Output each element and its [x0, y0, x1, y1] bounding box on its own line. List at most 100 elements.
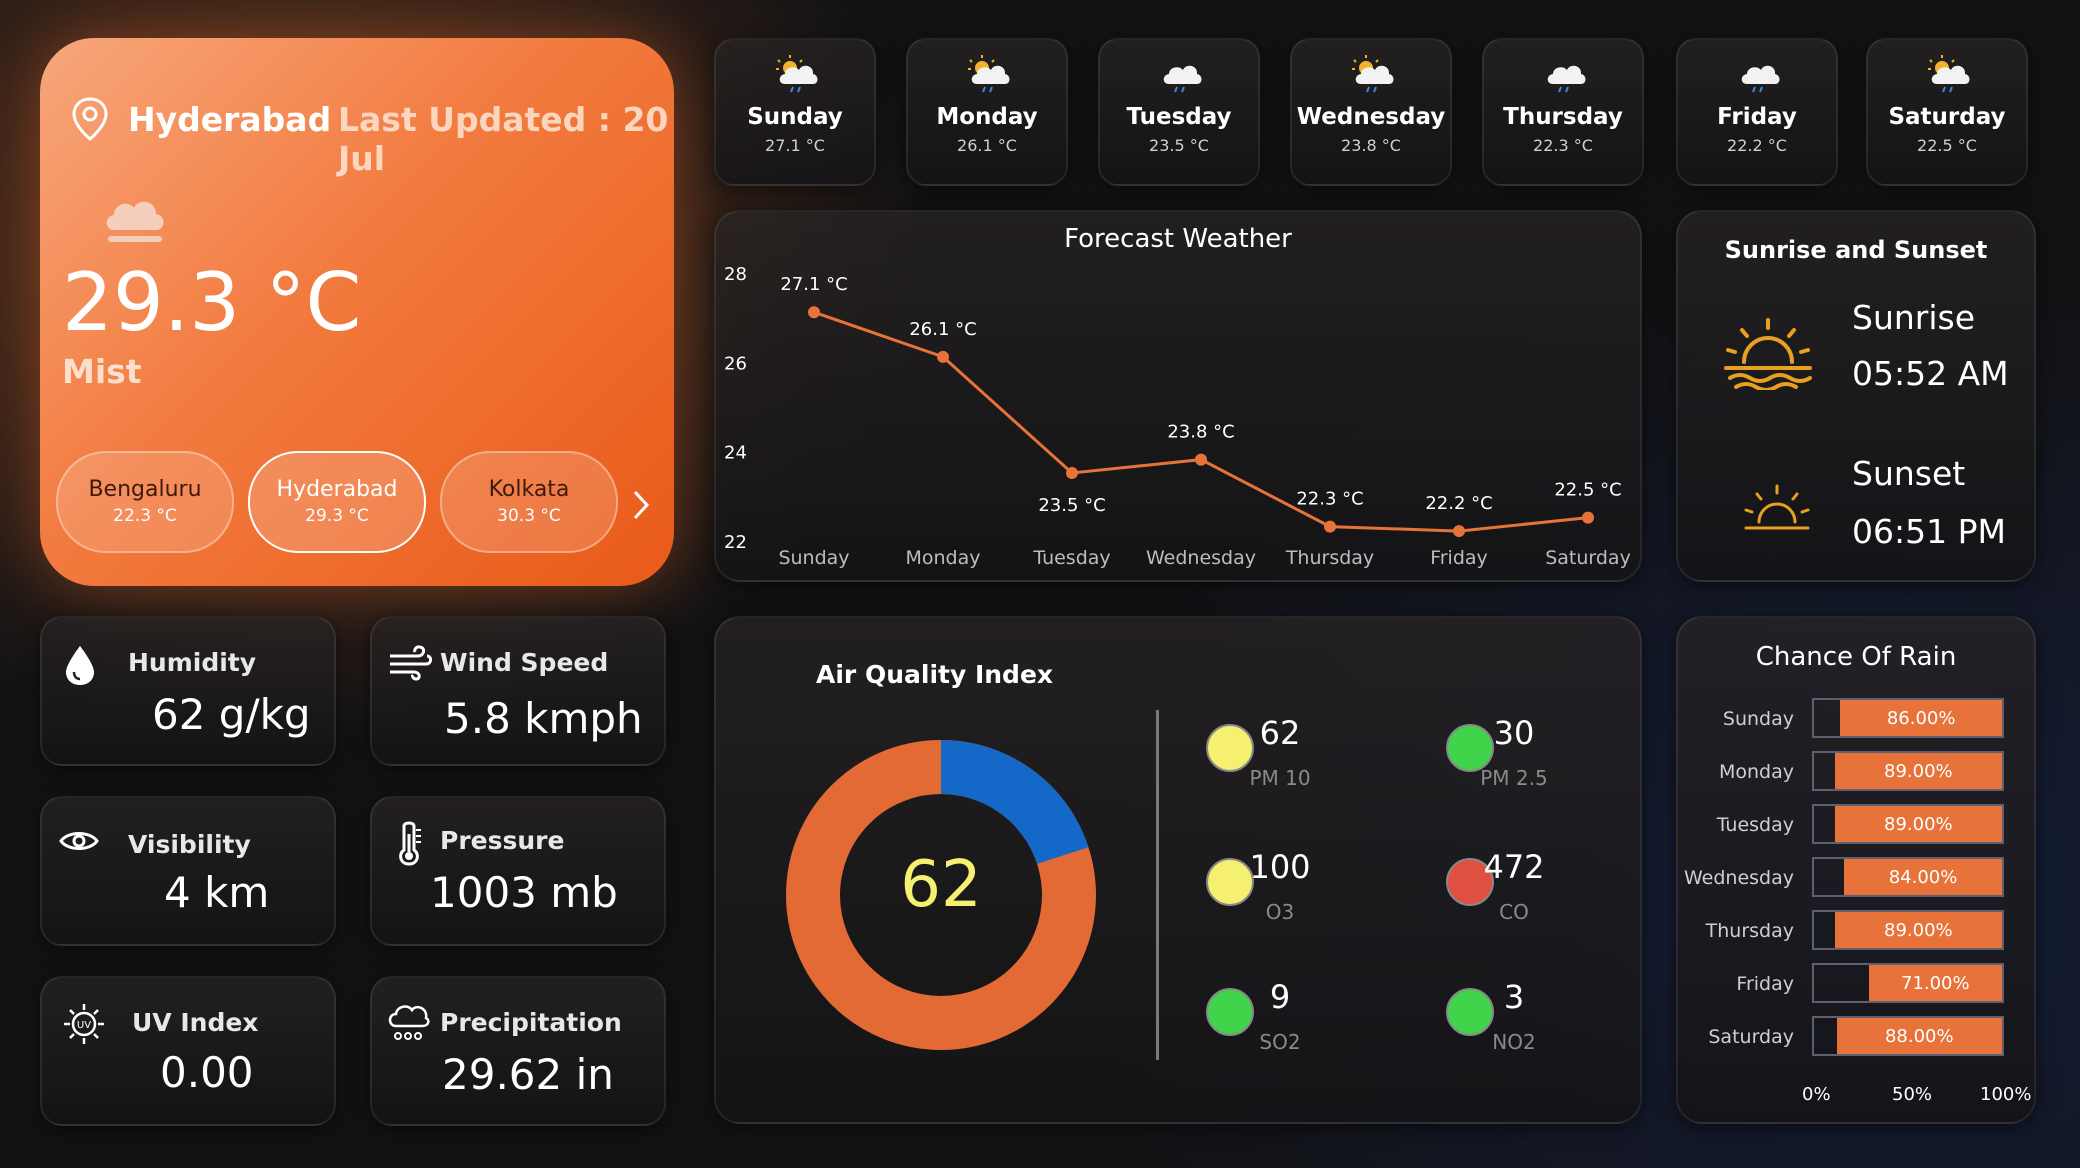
- day-card-wednesday[interactable]: Wednesday 23.8 °C: [1290, 38, 1452, 186]
- city-temp: 30.3 °C: [497, 506, 561, 526]
- day-temp: 23.5 °C: [1149, 136, 1209, 155]
- forecast-point[interactable]: [808, 306, 820, 319]
- forecast-point[interactable]: [1453, 525, 1465, 538]
- rain-bar-track: 88.00%: [1812, 1016, 2004, 1056]
- pollutant-value: 3: [1503, 978, 1525, 1016]
- humidity-value: 62 g/kg: [152, 690, 311, 739]
- day-card-tuesday[interactable]: Tuesday 23.5 °C: [1098, 38, 1260, 186]
- wind-speed-value: 5.8 kmph: [444, 694, 643, 743]
- forecast-point[interactable]: [1324, 520, 1336, 533]
- city-name: Bengaluru: [88, 477, 202, 502]
- pollutant-status-dot: [1206, 858, 1254, 906]
- pollutant-value: 100: [1249, 848, 1311, 886]
- sun-cloud-rain-icon: [776, 55, 818, 93]
- forecast-line-chart: 28 26 24 22 27.1 °C Sunday 26.1 °C Monday 23.5 °…: [724, 264, 1631, 569]
- pollutant-status-dot: [1446, 858, 1494, 906]
- rain-bar[interactable]: 88.00%: [1836, 1018, 2002, 1054]
- sun-cloud-rain-icon: [1928, 55, 1970, 93]
- city-button-kolkata[interactable]: Kolkata 30.3 °C: [440, 451, 618, 553]
- uv-index-value: 0.00: [160, 1048, 254, 1097]
- aqi-donut-gauge: [786, 740, 1096, 1050]
- day-temp: 26.1 °C: [957, 136, 1017, 155]
- day-name: Thursday: [1503, 104, 1623, 130]
- forecast-data-label: 23.5 °C: [1038, 495, 1105, 516]
- rain-day-label: Saturday: [1708, 1026, 1794, 1048]
- forecast-point[interactable]: [937, 350, 949, 363]
- rain-value-label: 84.00%: [1888, 867, 1958, 888]
- rain-day-label: Thursday: [1705, 920, 1794, 942]
- forecast-point[interactable]: [1066, 467, 1078, 479]
- pollutant-name: NO2: [1492, 1030, 1536, 1054]
- precipitation-label: Precipitation: [440, 1008, 622, 1037]
- forecast-data-label: 27.1 °C: [780, 274, 847, 295]
- sun-cloud-rain-icon: [968, 55, 1010, 93]
- city-button-bengaluru[interactable]: Bengaluru 22.3 °C: [56, 451, 234, 553]
- day-card-monday[interactable]: Monday 26.1 °C: [906, 38, 1068, 186]
- day-name: Monday: [936, 104, 1038, 130]
- rain-bar[interactable]: 71.00%: [1868, 965, 2002, 1001]
- forecast-point[interactable]: [1582, 511, 1594, 524]
- aqi-divider: [1156, 710, 1159, 1060]
- city-button-hyderabad[interactable]: Hyderabad 29.3 °C: [248, 451, 426, 553]
- rain-bar-track: 86.00%: [1812, 698, 2004, 738]
- day-name: Saturday: [1888, 104, 2006, 130]
- rain-bar-track: 89.00%: [1812, 804, 2004, 844]
- sunset-icon: [1744, 484, 1810, 530]
- pollutant-status-dot: [1446, 724, 1494, 772]
- y-tick-label: 22: [724, 532, 747, 553]
- rain-day-label: Monday: [1718, 761, 1794, 783]
- day-temp: 22.2 °C: [1727, 136, 1787, 155]
- sunrise-time: 05:52 AM: [1852, 354, 2009, 393]
- day-temp: 22.5 °C: [1917, 136, 1977, 155]
- y-tick-label: 26: [724, 353, 747, 374]
- visibility-label: Visibility: [128, 830, 251, 859]
- rain-axis-tick: 0%: [1802, 1084, 1831, 1105]
- forecast-point[interactable]: [1195, 453, 1207, 466]
- chevron-right-icon[interactable]: [630, 488, 652, 522]
- pollutant-value: 472: [1483, 848, 1545, 886]
- forecast-title: Forecast Weather: [1064, 224, 1292, 254]
- rain-axis-tick: 100%: [1980, 1084, 2032, 1105]
- day-card-friday[interactable]: Friday 22.2 °C: [1676, 38, 1838, 186]
- day-card-sunday[interactable]: Sunday 27.1 °C: [714, 38, 876, 186]
- day-temp: 23.8 °C: [1341, 136, 1401, 155]
- day-card-thursday[interactable]: Thursday 22.3 °C: [1482, 38, 1644, 186]
- day-temp: 27.1 °C: [765, 136, 825, 155]
- humidity-label: Humidity: [128, 648, 257, 677]
- cloud-rain-icon: [388, 1005, 430, 1040]
- x-tick-label: Tuesday: [1032, 547, 1110, 569]
- current-condition: Mist: [62, 352, 142, 391]
- city-name: Hyderabad: [276, 477, 398, 502]
- x-tick-label: Wednesday: [1146, 547, 1256, 569]
- wind-speed-card: Wind Speed 5.8 kmph: [370, 616, 666, 766]
- forecast-data-label: 26.1 °C: [909, 319, 976, 340]
- pollutant-name: SO2: [1259, 1030, 1301, 1054]
- rain-bar[interactable]: 89.00%: [1834, 753, 2002, 789]
- sunrise-label: Sunrise: [1852, 298, 1976, 337]
- day-name: Sunday: [747, 104, 843, 130]
- pollutant-value: 62: [1259, 714, 1301, 752]
- pressure-card: Pressure 1003 mb: [370, 796, 666, 946]
- uv-index-card: UV UV Index 0.00: [40, 976, 336, 1126]
- rain-bar-track: 71.00%: [1812, 963, 2004, 1003]
- sunset-label: Sunset: [1852, 454, 1966, 493]
- rain-bar[interactable]: 89.00%: [1834, 912, 2002, 948]
- rain-bar[interactable]: 84.00%: [1844, 859, 2002, 895]
- x-tick-label: Thursday: [1285, 547, 1374, 569]
- uv-index-label: UV Index: [132, 1008, 259, 1037]
- water-drop-icon: [66, 646, 94, 685]
- x-tick-label: Monday: [905, 547, 980, 569]
- location-pin-icon: [72, 97, 108, 141]
- visibility-card: Visibility 4 km: [40, 796, 336, 946]
- pollutant-name: O3: [1265, 900, 1295, 924]
- day-name: Friday: [1717, 104, 1797, 130]
- x-tick-label: Saturday: [1545, 547, 1631, 569]
- rain-bar[interactable]: 89.00%: [1834, 806, 2002, 842]
- pollutant-value: 30: [1493, 714, 1535, 752]
- pollutant-name: PM 2.5: [1480, 766, 1548, 790]
- day-card-saturday[interactable]: Saturday 22.5 °C: [1866, 38, 2028, 186]
- sunrise-icon: [1724, 318, 1812, 390]
- rain-bar[interactable]: 86.00%: [1840, 700, 2002, 736]
- pressure-value: 1003 mb: [430, 868, 618, 917]
- svg-text:UV: UV: [77, 1020, 91, 1031]
